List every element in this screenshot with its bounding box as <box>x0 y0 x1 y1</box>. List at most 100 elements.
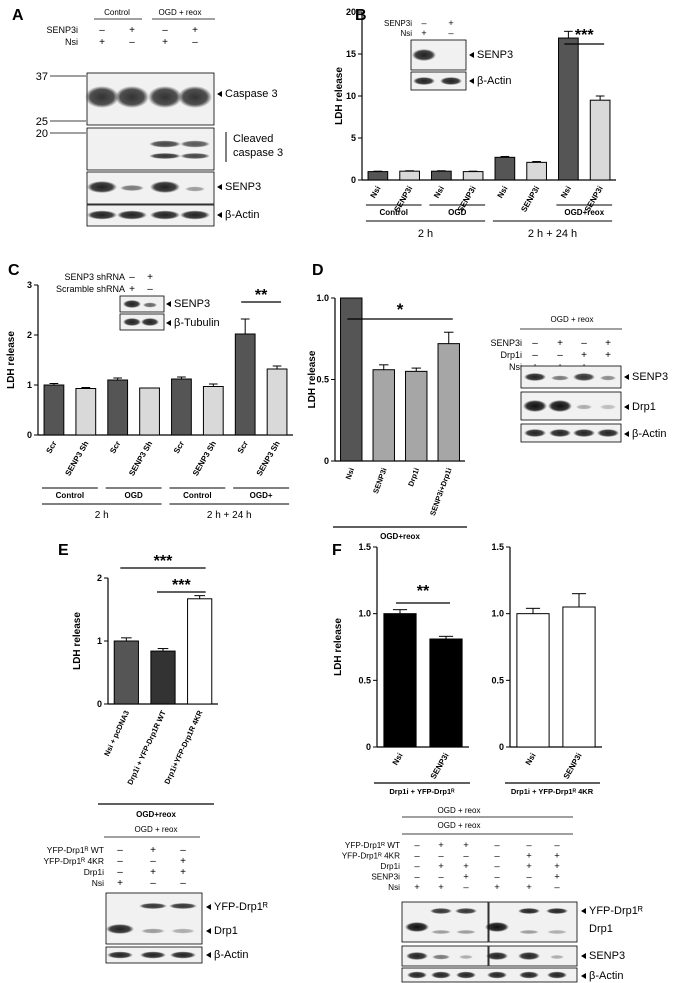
blot-band <box>139 903 167 909</box>
x-tick-label: SENP3i <box>562 752 584 781</box>
arrow-icon <box>217 91 222 97</box>
blot-label: Cleaved <box>233 133 273 145</box>
lane-mark: – <box>192 37 198 48</box>
panel-letter: F <box>332 542 342 559</box>
blot-band <box>169 903 197 909</box>
group-label: OGD <box>125 491 143 500</box>
blot-band <box>115 86 149 108</box>
blot-label: SENP3 <box>589 950 625 962</box>
y-tick-label: 1.0 <box>316 293 329 303</box>
blot-band <box>487 971 507 979</box>
row-label: YFP-Drp1ᴿ WT <box>345 841 400 850</box>
group-label: OGD + reox <box>159 8 202 17</box>
y-tick-label: 1.5 <box>491 542 504 552</box>
lane-mark: – <box>526 872 532 883</box>
blot-membrane <box>105 892 203 945</box>
lane-mark: – <box>438 851 444 862</box>
lane-mark: – <box>494 872 500 883</box>
arrow-icon <box>206 928 211 934</box>
inset-blot-C: SENP3 shRNA – +Scramble shRNA + –SENP3β-Tubu… <box>56 272 220 331</box>
bar <box>589 99 611 181</box>
group-label: Drp1i + YFP-Drp1ᴿ <box>389 787 455 796</box>
blot-band <box>85 86 119 108</box>
lane-mark: + <box>162 37 168 48</box>
blot-band <box>150 181 180 193</box>
group-label: Control <box>183 491 211 500</box>
y-tick-label: 0 <box>324 456 329 466</box>
arrow-icon <box>217 212 222 218</box>
blot-band <box>406 952 428 960</box>
blot-band <box>413 77 435 85</box>
blot-band <box>440 77 462 85</box>
x-tick-label: SENP3i <box>429 752 451 781</box>
group-label: Control <box>380 208 408 217</box>
mw-marker: 20 <box>36 128 48 140</box>
blot-band <box>573 429 595 437</box>
blot-label: SENP3 <box>174 298 210 310</box>
y-axis-label: LDH release <box>307 350 318 408</box>
lane-mark: + <box>180 856 186 867</box>
lane-mark: + <box>581 350 587 361</box>
lane-mark: + <box>463 872 469 883</box>
bar <box>405 370 428 462</box>
row-label: Nsi <box>388 883 400 892</box>
x-tick-label: Scr <box>44 440 58 456</box>
blot-band <box>551 375 569 381</box>
bar <box>150 650 176 705</box>
lane-mark: – <box>526 840 532 851</box>
blot-membrane <box>119 295 165 313</box>
arrow-icon <box>581 973 586 979</box>
blot-band <box>87 210 117 220</box>
chart-F-left: 0 0.5 1.0 1.5 LDH release Nsi SENP3i <box>333 542 469 781</box>
bar <box>234 333 256 436</box>
lane-mark: – <box>129 272 135 283</box>
x-tick-label: SENP3 Sh <box>191 439 218 477</box>
blot-band <box>140 951 166 959</box>
lane-mark: + <box>463 861 469 872</box>
lane-mark: + <box>554 872 560 883</box>
bar <box>340 297 363 462</box>
blot-D: OGD + reoxSENP3i–+–+Drp1i––++Nsi+++–SENP… <box>490 315 668 443</box>
blot-band <box>432 954 450 960</box>
bar <box>75 388 97 436</box>
row-label: Nsi <box>92 878 104 888</box>
blot-band <box>597 429 619 437</box>
lane-mark: – <box>129 37 135 48</box>
lane-mark: + <box>147 272 153 283</box>
blot-band <box>407 971 427 979</box>
blot-band <box>180 153 210 159</box>
x-tick-label: Scr <box>108 440 122 456</box>
lane-mark: – <box>162 25 168 36</box>
panel-letter: E <box>58 542 69 559</box>
blot-title: OGD + reox <box>438 821 481 830</box>
arrow-icon <box>469 52 474 58</box>
blot-band <box>524 373 546 381</box>
blot-band <box>180 210 210 220</box>
group-label: Control <box>56 491 84 500</box>
blot-label: YFP-Drp1ᴿ <box>589 905 643 917</box>
lane-mark: – <box>150 878 156 889</box>
y-axis-label: LDH release <box>334 67 345 125</box>
blot-band <box>178 86 212 108</box>
arrow-icon <box>206 952 211 958</box>
arrow-icon <box>624 374 629 380</box>
blot-label: Drp1 <box>214 925 238 937</box>
y-tick-label: 1.0 <box>358 609 371 619</box>
lane-mark: – <box>414 861 420 872</box>
bar <box>266 368 288 436</box>
bar <box>526 161 547 181</box>
y-tick-label: 0 <box>499 742 504 752</box>
time-label: 2 h <box>95 510 109 521</box>
lane-mark: – <box>532 338 538 349</box>
lane-mark: – <box>448 28 453 38</box>
mw-marker: 37 <box>36 71 48 83</box>
x-tick-label: SENP3 Sh <box>127 439 154 477</box>
blot-band <box>519 971 539 979</box>
blot-band <box>431 971 451 979</box>
blot-band <box>123 318 141 326</box>
time-label: 2 h <box>418 228 433 240</box>
blot-membrane <box>410 71 467 91</box>
arrow-icon <box>624 431 629 437</box>
